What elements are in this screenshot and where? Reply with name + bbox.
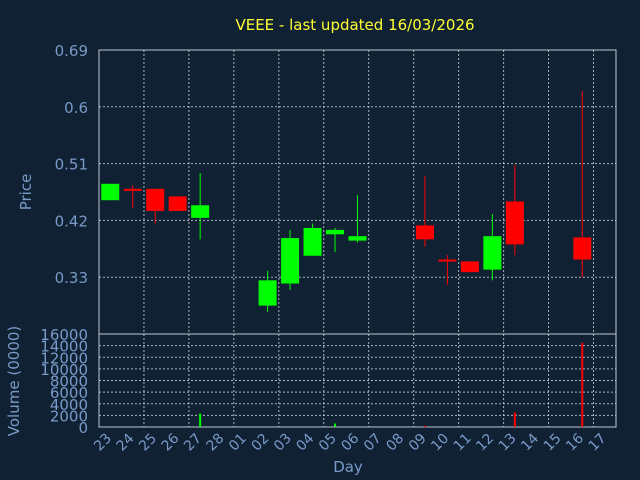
x-ticks: 2324252627280102030405060708091011121314… [91, 430, 609, 454]
price-plot-frame [98, 49, 617, 335]
candle-body [505, 201, 524, 245]
chart-title: VEEE - last updated 16/03/2026 [235, 16, 474, 34]
x-tick-label: 12 [473, 431, 497, 455]
x-tick-label: 15 [541, 431, 565, 455]
x-tick-label: 10 [428, 431, 452, 455]
volume-tick-label: 16000 [40, 326, 88, 344]
price-tick-label: 0.6 [64, 99, 88, 117]
volume-bar [199, 413, 202, 427]
x-tick-label: 13 [496, 431, 520, 455]
x-tick-label: 17 [586, 431, 610, 455]
x-tick-label: 03 [271, 431, 295, 455]
grid-lines [99, 50, 616, 427]
x-tick-label: 06 [338, 430, 362, 454]
volume-bar [334, 423, 337, 427]
volume-axis-label: Volume (0000) [5, 326, 23, 436]
price-tick-label: 0.42 [55, 212, 88, 230]
candle-body [303, 227, 322, 256]
candle-body [146, 188, 165, 211]
x-axis-label: Day [333, 458, 363, 476]
price-tick-label: 0.69 [55, 42, 88, 60]
x-tick-label: 04 [293, 430, 317, 454]
candle-body [123, 188, 142, 191]
x-tick-label: 28 [204, 431, 228, 455]
candle-body [101, 183, 120, 201]
x-tick-label: 25 [136, 431, 160, 455]
x-tick-label: 26 [159, 430, 183, 454]
x-tick-label: 09 [406, 431, 430, 455]
volume-tick-label: 10000 [40, 361, 88, 379]
candle-body [460, 261, 479, 273]
price-tick-label: 0.33 [55, 269, 88, 287]
candle-body [168, 196, 187, 211]
x-tick-label: 27 [181, 431, 205, 455]
x-tick-label: 05 [316, 431, 340, 455]
volume-bar [423, 425, 426, 427]
candle-body [483, 236, 502, 270]
volume-tick-label: 14000 [40, 338, 88, 356]
x-tick-label: 14 [518, 430, 542, 454]
candle-body [326, 229, 345, 235]
volume-bars-group [199, 342, 584, 427]
x-tick-label: 07 [361, 431, 385, 455]
volume-tick-label: 4000 [50, 396, 88, 414]
volume-tick-label: 0 [78, 419, 88, 437]
volume-bar [513, 412, 516, 427]
x-tick-label: 23 [91, 431, 115, 455]
x-tick-label: 16 [563, 430, 587, 454]
candle-body [258, 280, 277, 306]
volume-bar [581, 342, 584, 427]
candle-body [438, 259, 457, 262]
x-tick-label: 11 [451, 431, 475, 455]
candle-body [348, 236, 367, 241]
x-tick-label: 08 [383, 431, 407, 455]
volume-plot-frame [98, 333, 617, 428]
price-tick-label: 0.51 [55, 156, 88, 174]
price-ticks: 0.69 0.6 0.51 0.42 0.33 [55, 42, 88, 287]
x-tick-label: 01 [226, 431, 250, 455]
candles-group [101, 91, 592, 312]
candle-body [281, 238, 300, 284]
volume-tick-label: 6000 [50, 384, 88, 402]
price-axis-label: Price [17, 174, 35, 211]
candle-body [191, 205, 210, 218]
volume-tick-label: 8000 [50, 373, 88, 391]
candle-body [573, 237, 592, 260]
x-tick-label: 02 [248, 431, 272, 455]
x-tick-label: 24 [114, 430, 138, 454]
volume-tick-label: 2000 [50, 407, 88, 425]
candle-body [415, 225, 434, 240]
volume-tick-label: 12000 [40, 349, 88, 367]
